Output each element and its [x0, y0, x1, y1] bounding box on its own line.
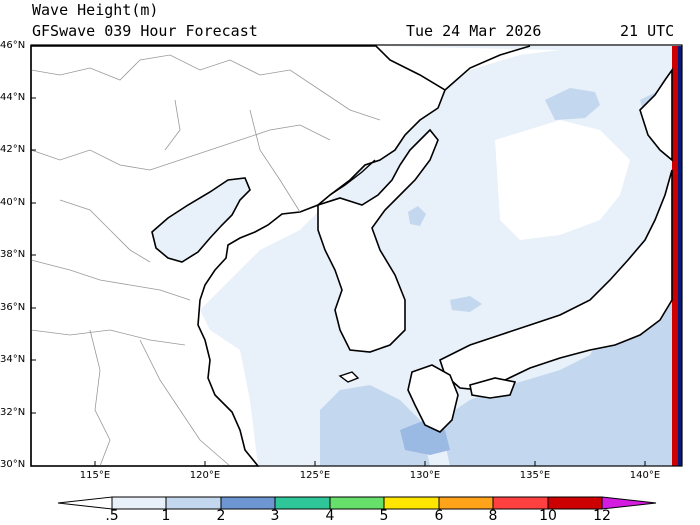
high-wave-edge	[672, 46, 678, 466]
mainland-coast	[30, 45, 446, 467]
sea-moderate-patch	[450, 296, 482, 312]
lat-label: 40°N	[0, 197, 26, 208]
country-borders	[317, 159, 376, 206]
lat-label: 38°N	[0, 249, 26, 260]
sea-moderate-patch	[408, 206, 426, 226]
lon-label: 135°E	[519, 470, 551, 481]
colorbar-label: 6	[434, 508, 444, 524]
sea-moderate-patch	[440, 240, 682, 466]
province-borders	[30, 54, 381, 467]
jeju-island	[338, 371, 360, 383]
colorbar-label: 10	[539, 508, 557, 524]
colorbar-label: 12	[593, 508, 611, 524]
colorbar-label: 5	[379, 508, 389, 524]
sea-moderate-patch	[545, 88, 600, 120]
chart-title: Wave Height(m)	[32, 1, 159, 19]
lon-label: 125°E	[299, 470, 331, 481]
forecast-label: GFSwave 039 Hour Forecast	[32, 22, 258, 40]
lon-label: 140°E	[629, 470, 661, 481]
lat-label: 34°N	[0, 354, 26, 365]
map-panel	[30, 44, 683, 467]
axis-ticks	[31, 45, 646, 467]
sea-calm-patch	[495, 120, 630, 240]
bohai-coast	[151, 177, 251, 263]
lat-label: 44°N	[0, 92, 26, 103]
japan-kyushu	[407, 364, 459, 433]
colorbar-label: 3	[270, 508, 280, 524]
lat-label: 46°N	[0, 40, 26, 51]
lat-label: 36°N	[0, 302, 26, 313]
map-edge-band	[678, 46, 682, 466]
colorbar	[57, 496, 657, 510]
sea-moderate-patch	[320, 385, 430, 466]
colorbar-label: .5	[105, 508, 119, 524]
hokkaido-coast	[639, 67, 673, 162]
japan-shikoku	[469, 377, 517, 399]
lon-label: 120°E	[189, 470, 221, 481]
lat-label: 42°N	[0, 144, 26, 155]
lon-label: 130°E	[409, 470, 441, 481]
forecast-time: 21 UTC	[620, 22, 675, 40]
colorbar-label: 8	[488, 508, 498, 524]
lon-label: 115°E	[79, 470, 111, 481]
colorbar-label: 4	[325, 508, 335, 524]
forecast-date: Tue 24 Mar 2026	[406, 22, 542, 40]
russia-coast	[444, 45, 531, 91]
colorbar-label: 2	[216, 508, 226, 524]
lat-label: 30°N	[0, 459, 26, 470]
lat-label: 32°N	[0, 407, 26, 418]
colorbar-label: 1	[161, 508, 171, 524]
korea-peninsula	[317, 128, 439, 353]
